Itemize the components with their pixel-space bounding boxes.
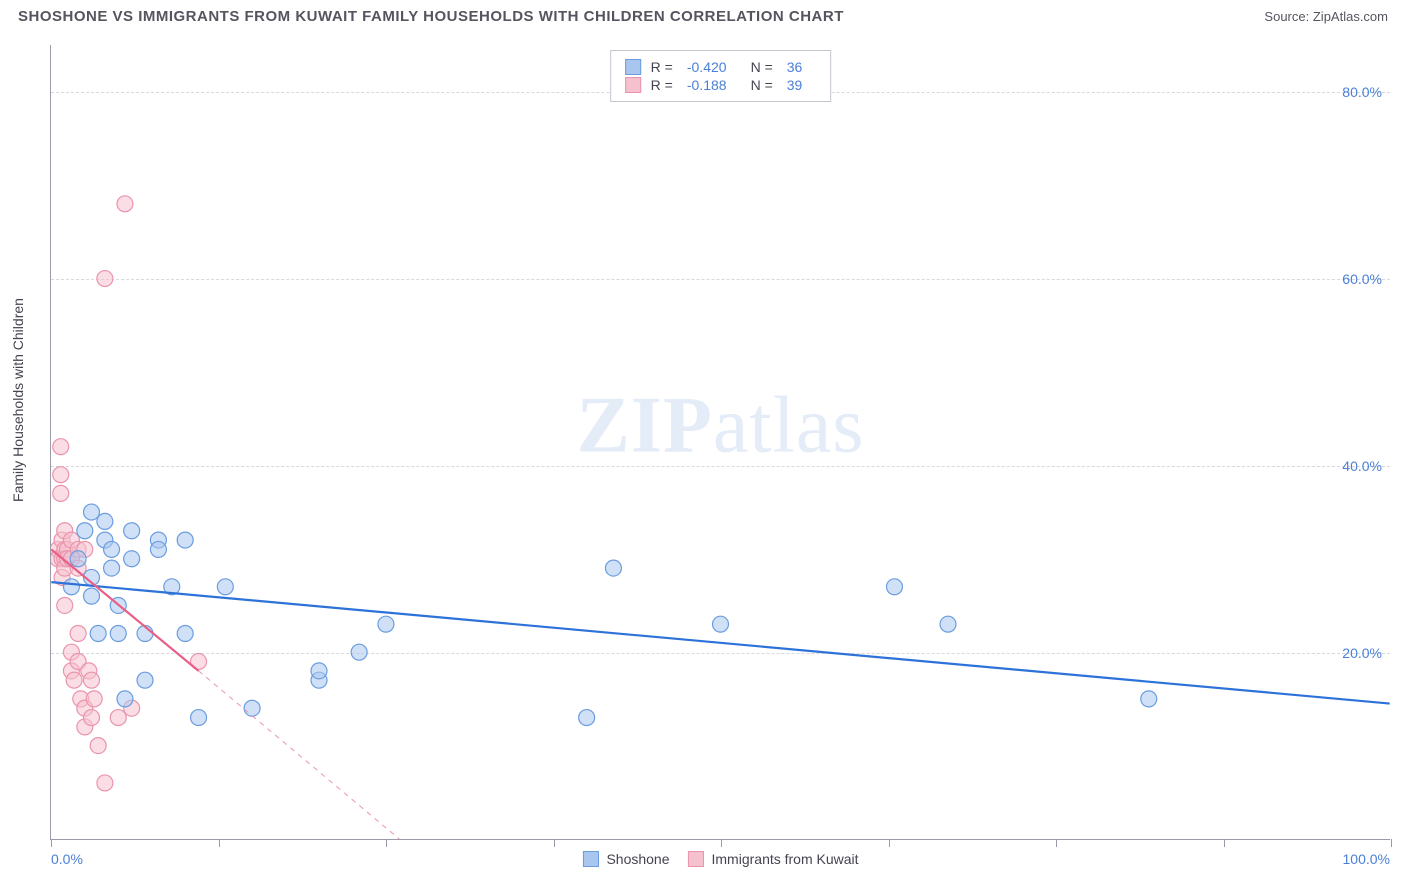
legend-row-kuwait: R = -0.188 N = 39	[625, 77, 817, 93]
x-tick	[51, 839, 52, 847]
swatch-shoshone-icon	[582, 851, 598, 867]
series-legend: Shoshone Immigrants from Kuwait	[582, 851, 858, 867]
x-tick	[1224, 839, 1225, 847]
swatch-shoshone	[625, 59, 641, 75]
legend-row-shoshone: R = -0.420 N = 36	[625, 59, 817, 75]
legend-item-shoshone: Shoshone	[582, 851, 669, 867]
swatch-kuwait-icon	[688, 851, 704, 867]
x-tick	[554, 839, 555, 847]
x-tick	[386, 839, 387, 847]
swatch-kuwait	[625, 77, 641, 93]
legend-item-kuwait: Immigrants from Kuwait	[688, 851, 859, 867]
x-tick	[889, 839, 890, 847]
chart-plot-area: ZIPatlas R = -0.420 N = 36 R = -0.188 N …	[50, 45, 1390, 840]
y-axis-label: Family Households with Children	[10, 298, 26, 502]
source-attribution: Source: ZipAtlas.com	[1264, 9, 1388, 24]
x-tick	[219, 839, 220, 847]
chart-title: SHOSHONE VS IMMIGRANTS FROM KUWAIT FAMIL…	[18, 8, 844, 25]
x-axis-min: 0.0%	[51, 851, 83, 867]
x-tick	[1056, 839, 1057, 847]
x-tick	[1391, 839, 1392, 847]
correlation-legend: R = -0.420 N = 36 R = -0.188 N = 39	[610, 50, 832, 102]
scatter-svg	[51, 45, 1390, 839]
x-tick	[721, 839, 722, 847]
x-axis-max: 100.0%	[1343, 851, 1390, 867]
